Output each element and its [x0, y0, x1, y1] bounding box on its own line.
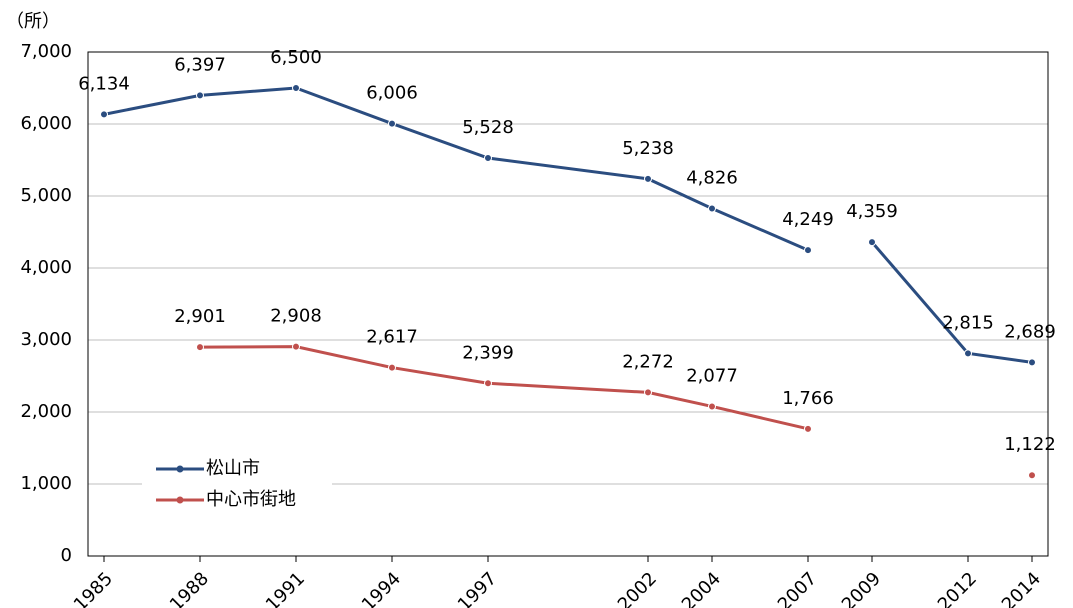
- data-point: [292, 342, 300, 351]
- data-point: [484, 379, 492, 388]
- x-tick-label: 1988: [166, 568, 213, 608]
- value-label: 6,006: [366, 83, 418, 104]
- value-label: 5,528: [462, 117, 514, 138]
- value-label: 2,908: [270, 306, 322, 327]
- value-label: 2,689: [1004, 321, 1056, 342]
- x-tick-label: 1991: [262, 568, 309, 608]
- y-tick-label: 5,000: [20, 185, 72, 206]
- x-tick-label: 1985: [70, 568, 117, 608]
- series-line: [103, 86, 1033, 364]
- data-point: [196, 343, 204, 352]
- x-tick-label: 2002: [614, 568, 661, 608]
- value-label: 6,397: [174, 54, 226, 75]
- x-tick-label: 2014: [998, 568, 1045, 608]
- value-label: 1,766: [782, 388, 834, 409]
- x-tick-label: 2007: [774, 568, 821, 608]
- data-point: [292, 84, 300, 92]
- unit-label: （所）: [6, 11, 60, 32]
- value-label: 2,399: [462, 342, 514, 363]
- value-label: 2,077: [686, 365, 738, 386]
- data-point: [388, 363, 396, 372]
- legend-box: [142, 455, 332, 519]
- value-label: 1,122: [1004, 434, 1056, 455]
- data-point: [964, 349, 972, 358]
- data-point: [644, 174, 652, 183]
- data-point: [708, 204, 716, 213]
- y-tick-label: 6,000: [20, 113, 72, 134]
- legend-marker: [176, 465, 184, 473]
- y-tick-label: 1,000: [20, 473, 72, 494]
- legend-label: 松山市: [206, 458, 260, 479]
- value-label: 2,815: [942, 312, 994, 333]
- value-label: 5,238: [622, 138, 674, 159]
- data-point: [1028, 471, 1036, 480]
- x-tick-label: 1997: [454, 568, 501, 608]
- y-tick-label: 2,000: [20, 401, 72, 422]
- data-point: [484, 153, 492, 162]
- value-label: 4,359: [846, 201, 898, 222]
- x-tick-label: 1994: [358, 568, 405, 608]
- value-label: 4,826: [686, 168, 738, 189]
- value-label: 2,272: [622, 351, 674, 372]
- x-tick-label: 2004: [678, 568, 725, 608]
- data-point: [868, 238, 876, 247]
- data-point: [804, 246, 812, 255]
- data-point: [804, 424, 812, 433]
- x-tick-label: 2009: [838, 568, 885, 608]
- legend-label: 中心市街地: [206, 489, 296, 510]
- y-tick-label: 3,000: [20, 329, 72, 350]
- value-label: 6,134: [78, 73, 130, 94]
- legend-marker: [176, 496, 184, 504]
- y-tick-label: 7,000: [20, 41, 72, 62]
- plot-frame: [87, 51, 1049, 557]
- value-label: 6,500: [270, 47, 322, 68]
- x-tick-label: 2012: [934, 568, 981, 608]
- data-point: [196, 91, 204, 100]
- value-label: 2,617: [366, 327, 418, 348]
- data-point: [644, 388, 652, 397]
- data-point: [708, 402, 716, 411]
- value-label: 2,901: [174, 306, 226, 327]
- y-tick-label: 4,000: [20, 257, 72, 278]
- data-point: [1028, 358, 1036, 367]
- value-label: 4,249: [782, 209, 834, 230]
- data-point: [100, 110, 108, 119]
- data-point: [388, 119, 396, 128]
- y-tick-label: 0: [61, 545, 72, 566]
